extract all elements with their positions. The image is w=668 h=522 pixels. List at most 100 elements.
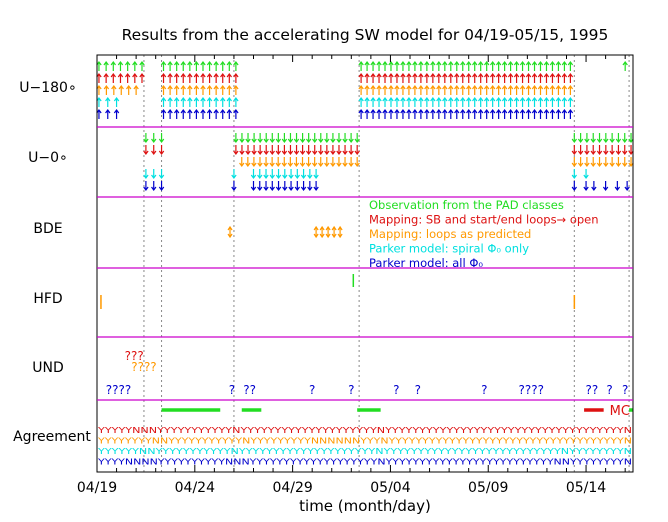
u180-arrow-head <box>436 72 442 78</box>
u0-arrow-head <box>305 162 312 168</box>
u180-arrow-head <box>180 60 186 66</box>
panel-label: Agreement <box>13 429 91 445</box>
u180-arrow-head <box>394 84 400 90</box>
u180-arrow-head <box>430 72 436 78</box>
u0-arrow-head <box>307 186 313 192</box>
u0-arrow-head <box>615 138 622 144</box>
u0-arrow-head <box>269 138 275 144</box>
u180-arrow-head <box>193 84 200 90</box>
u180-arrow-head <box>406 72 412 78</box>
u180-arrow-head <box>167 108 173 114</box>
u180-arrow-head <box>167 84 173 90</box>
u180-arrow-head <box>543 84 550 90</box>
u180-arrow-head <box>226 84 232 90</box>
u180-arrow-head <box>525 108 532 114</box>
u0-arrow-head <box>294 186 300 192</box>
u180-arrow-head <box>543 72 550 78</box>
u180-arrow-head <box>460 108 466 114</box>
bde-arrow-head <box>331 233 337 239</box>
u180-arrow-head <box>132 60 138 66</box>
u180-arrow-head <box>388 72 394 78</box>
u0-arrow-head <box>239 162 245 168</box>
u180-arrow-head <box>489 96 496 102</box>
u0-arrow-head <box>571 138 577 144</box>
u0-arrow-head <box>288 186 294 192</box>
u180-arrow-head <box>167 96 173 102</box>
u0-arrow-head <box>330 162 336 168</box>
u180-arrow-head <box>454 96 460 102</box>
u0-arrow-head <box>596 150 603 156</box>
u180-arrow-head <box>110 72 116 78</box>
u180-arrow-head <box>531 96 538 102</box>
u0-arrow-head <box>275 138 282 144</box>
u0-arrow-head <box>263 186 269 192</box>
u180-arrow-head <box>173 84 180 90</box>
u180-arrow-head <box>537 84 544 90</box>
u180-arrow-head <box>495 96 502 102</box>
und-mark: ? <box>481 383 487 397</box>
u0-arrow-head <box>330 150 336 156</box>
u0-arrow-head <box>245 138 251 144</box>
u180-arrow-head <box>460 96 466 102</box>
interval-bars: MC <box>161 404 633 419</box>
legend: Observation from the PAD classesMapping:… <box>369 198 599 270</box>
u180-arrow-head <box>466 96 472 102</box>
u180-arrow-head <box>103 84 110 90</box>
u180-arrow-head <box>233 96 239 102</box>
u180-arrow-head <box>220 96 226 102</box>
u180-arrow-head <box>382 84 388 90</box>
u0-arrow-head <box>299 162 306 168</box>
u180-arrow-head <box>103 60 109 66</box>
u180-arrow-head <box>472 108 478 114</box>
u180-arrow-head <box>507 96 514 102</box>
x-tick-label: 04/29 <box>272 480 312 496</box>
u0-arrow-head <box>245 162 251 168</box>
x-tick-label: 04/19 <box>77 480 117 496</box>
u180-arrow-head <box>364 72 370 78</box>
u0-arrow-head <box>584 150 590 156</box>
u180-arrow-head <box>370 72 376 78</box>
u0-arrow-head <box>342 138 348 144</box>
u180-arrow-head <box>200 84 206 90</box>
u0-arrow-head <box>269 174 275 180</box>
u180-arrow-head <box>226 96 232 102</box>
u0-arrow-head <box>342 150 348 156</box>
u180-arrow-head <box>466 108 472 114</box>
u0-arrow-head <box>300 186 307 192</box>
u180-arrow-head <box>382 108 388 114</box>
u0-arrow-head <box>311 162 318 168</box>
u180-arrow-head <box>412 72 418 78</box>
u180-arrow-head <box>226 60 232 66</box>
u180-arrow-head <box>187 72 193 78</box>
u180-arrow-head <box>483 108 490 114</box>
u180-arrow-head <box>180 84 186 90</box>
u0-arrow-head <box>275 186 282 192</box>
u180-arrow-head <box>400 108 406 114</box>
und-mark: ? <box>229 383 235 397</box>
u180-arrow-head <box>213 60 219 66</box>
u180-arrow-head <box>139 72 145 78</box>
u180-arrow-head <box>448 108 454 114</box>
u0-arrow-head <box>583 174 589 180</box>
u180-arrow-head <box>501 108 508 114</box>
und-panel: ??????????????????????????? <box>106 349 629 397</box>
u180-arrow-head <box>132 72 138 78</box>
u180-arrow-head <box>382 60 388 66</box>
u0-arrow-head <box>596 138 603 144</box>
u180-arrow-head <box>495 108 502 114</box>
u180-arrow-head <box>418 96 424 102</box>
u180-arrow-head <box>233 72 239 78</box>
panel-label: UND <box>32 360 64 376</box>
u180-arrow-head <box>436 96 442 102</box>
u180-arrow-head <box>495 72 502 78</box>
u180-arrow-head <box>436 108 442 114</box>
u180-arrow-head <box>549 72 556 78</box>
bde-arrow-head <box>313 225 319 231</box>
u180-arrow-head <box>160 60 167 66</box>
u180-arrow-head <box>555 108 562 114</box>
u180-arrow-head <box>412 96 418 102</box>
u180-arrow-head <box>472 60 478 66</box>
und-mark: ? <box>606 383 612 397</box>
u0-arrow-head <box>614 186 621 192</box>
u0-arrow-head <box>591 186 597 192</box>
